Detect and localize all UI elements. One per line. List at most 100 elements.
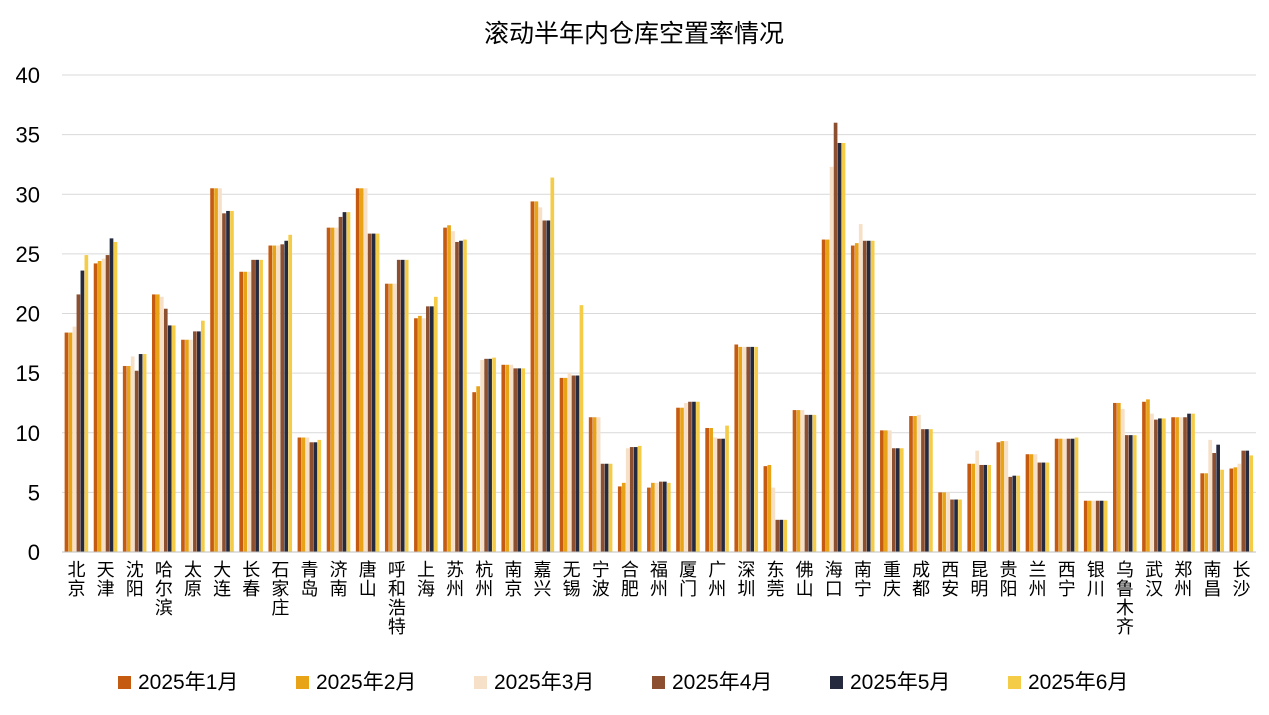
- bar-海口-2025年4月: [833, 122, 838, 552]
- bar-天津-2025年5月: [109, 238, 114, 552]
- bar-嘉兴-2025年4月: [542, 220, 547, 553]
- bar-北京-2025年1月: [64, 332, 69, 552]
- bar-宁波-2025年5月: [604, 463, 609, 552]
- x-tick-label: 南宁: [854, 560, 872, 600]
- bar-南京-2025年3月: [509, 364, 514, 552]
- bar-海口-2025年1月: [821, 239, 826, 552]
- bar-深圳-2025年1月: [734, 344, 739, 552]
- bar-天津-2025年2月: [97, 261, 102, 552]
- bar-昆明-2025年6月: [987, 464, 991, 552]
- bar-上海-2025年2月: [418, 315, 422, 552]
- bar-兰州-2025年6月: [1045, 462, 1050, 552]
- x-tick-label: 哈尔滨: [155, 560, 173, 619]
- bar-成都-2025年6月: [929, 429, 933, 552]
- bar-贵阳-2025年2月: [1000, 441, 1005, 552]
- bar-苏州-2025年1月: [443, 227, 447, 552]
- bar-贵阳-2025年5月: [1012, 475, 1017, 552]
- bar-厦门-2025年5月: [692, 401, 696, 552]
- bar-呼和浩特-2025年3月: [392, 283, 397, 552]
- bar-杭州-2025年4月: [484, 358, 488, 552]
- bar-兰州-2025年1月: [1025, 454, 1030, 552]
- bar-石家庄-2025年4月: [280, 244, 285, 552]
- bar-成都-2025年1月: [909, 416, 913, 552]
- bar-厦门-2025年2月: [680, 407, 684, 552]
- bar-南宁-2025年4月: [862, 240, 867, 552]
- bar-成都-2025年3月: [917, 414, 921, 552]
- bar-沈阳-2025年4月: [134, 370, 139, 552]
- bar-沈阳-2025年1月: [122, 365, 127, 552]
- bar-海口-2025年6月: [841, 142, 846, 552]
- bar-嘉兴-2025年6月: [550, 177, 555, 552]
- bar-哈尔滨-2025年4月: [163, 308, 168, 552]
- bar-大连-2025年2月: [214, 188, 218, 553]
- bar-嘉兴-2025年5月: [546, 220, 551, 553]
- bar-南宁-2025年5月: [866, 240, 871, 552]
- bar-上海-2025年6月: [433, 296, 438, 552]
- x-tick-label: 济南: [330, 560, 348, 600]
- bar-杭州-2025年5月: [488, 358, 492, 552]
- x-tick-label: 苏州: [446, 560, 464, 600]
- x-tick-label: 佛山: [796, 560, 814, 600]
- bar-西安-2025年3月: [946, 492, 950, 553]
- bar-银川-2025年1月: [1083, 500, 1088, 552]
- x-tick-label: 天津: [97, 560, 115, 600]
- bar-沈阳-2025年5月: [138, 354, 143, 552]
- bar-济南-2025年4月: [338, 216, 343, 552]
- bar-青岛-2025年2月: [301, 437, 306, 552]
- bar-宁波-2025年6月: [608, 463, 613, 552]
- bar-兰州-2025年5月: [1041, 462, 1046, 552]
- bar-贵阳-2025年3月: [1004, 441, 1009, 552]
- x-tick-label: 宁波: [592, 560, 610, 600]
- bar-昆明-2025年3月: [975, 450, 980, 552]
- x-axis: 北京天津沈阳哈尔滨太原大连长春石家庄青岛济南唐山呼和浩特上海苏州杭州南京嘉兴无锡…: [68, 560, 1251, 638]
- bar-郑州-2025年2月: [1175, 417, 1179, 552]
- legend-label: 2025年2月: [316, 671, 416, 694]
- bar-长春-2025年5月: [255, 259, 259, 552]
- bar-石家庄-2025年3月: [276, 245, 281, 552]
- bar-西宁-2025年6月: [1074, 437, 1079, 552]
- x-tick-label: 青岛: [301, 560, 319, 600]
- x-tick-label: 福州: [650, 560, 668, 600]
- bar-西安-2025年4月: [950, 499, 954, 552]
- y-axis: 0 5 10 15 20 25 30 35 40: [16, 63, 1256, 565]
- bar-厦门-2025年4月: [688, 401, 692, 552]
- x-tick-label: 北京: [68, 560, 86, 600]
- bar-深圳-2025年4月: [746, 346, 751, 552]
- bar-佛山-2025年1月: [792, 410, 797, 552]
- bar-上海-2025年3月: [422, 318, 426, 552]
- bar-长沙-2025年5月: [1245, 450, 1250, 552]
- bar-东莞-2025年6月: [783, 519, 788, 552]
- bar-大连-2025年6月: [230, 210, 234, 552]
- x-tick-label: 大连: [213, 560, 231, 600]
- bar-天津-2025年1月: [93, 263, 98, 552]
- bar-广州-2025年5月: [721, 438, 725, 552]
- bar-北京-2025年4月: [76, 294, 81, 552]
- bar-福州-2025年3月: [655, 482, 659, 552]
- bar-南昌-2025年2月: [1204, 473, 1209, 552]
- bar-北京-2025年2月: [68, 332, 73, 552]
- bar-南京-2025年4月: [513, 368, 518, 552]
- bar-北京-2025年5月: [80, 270, 85, 552]
- bar-东莞-2025年2月: [767, 464, 772, 552]
- bar-大连-2025年4月: [222, 213, 226, 552]
- legend-label: 2025年5月: [850, 671, 950, 694]
- bar-贵阳-2025年6月: [1016, 475, 1021, 552]
- x-tick-label: 南京: [504, 560, 522, 600]
- bar-广州-2025年2月: [709, 427, 713, 552]
- bar-大连-2025年1月: [210, 188, 214, 553]
- bar-广州-2025年3月: [713, 437, 717, 552]
- legend-swatch: [1008, 676, 1021, 689]
- bar-深圳-2025年2月: [738, 346, 743, 552]
- bar-石家庄-2025年1月: [268, 245, 273, 552]
- x-tick-label: 呼和浩特: [388, 560, 406, 638]
- bar-长沙-2025年4月: [1241, 450, 1246, 552]
- bar-南京-2025年2月: [505, 364, 510, 552]
- x-tick-label: 上海: [417, 560, 435, 600]
- bar-兰州-2025年2月: [1029, 454, 1034, 552]
- bar-南昌-2025年4月: [1212, 453, 1216, 552]
- bar-南宁-2025年2月: [854, 243, 859, 552]
- bar-天津-2025年3月: [101, 258, 106, 552]
- legend-label: 2025年6月: [1028, 671, 1128, 694]
- bar-银川-2025年6月: [1103, 500, 1108, 552]
